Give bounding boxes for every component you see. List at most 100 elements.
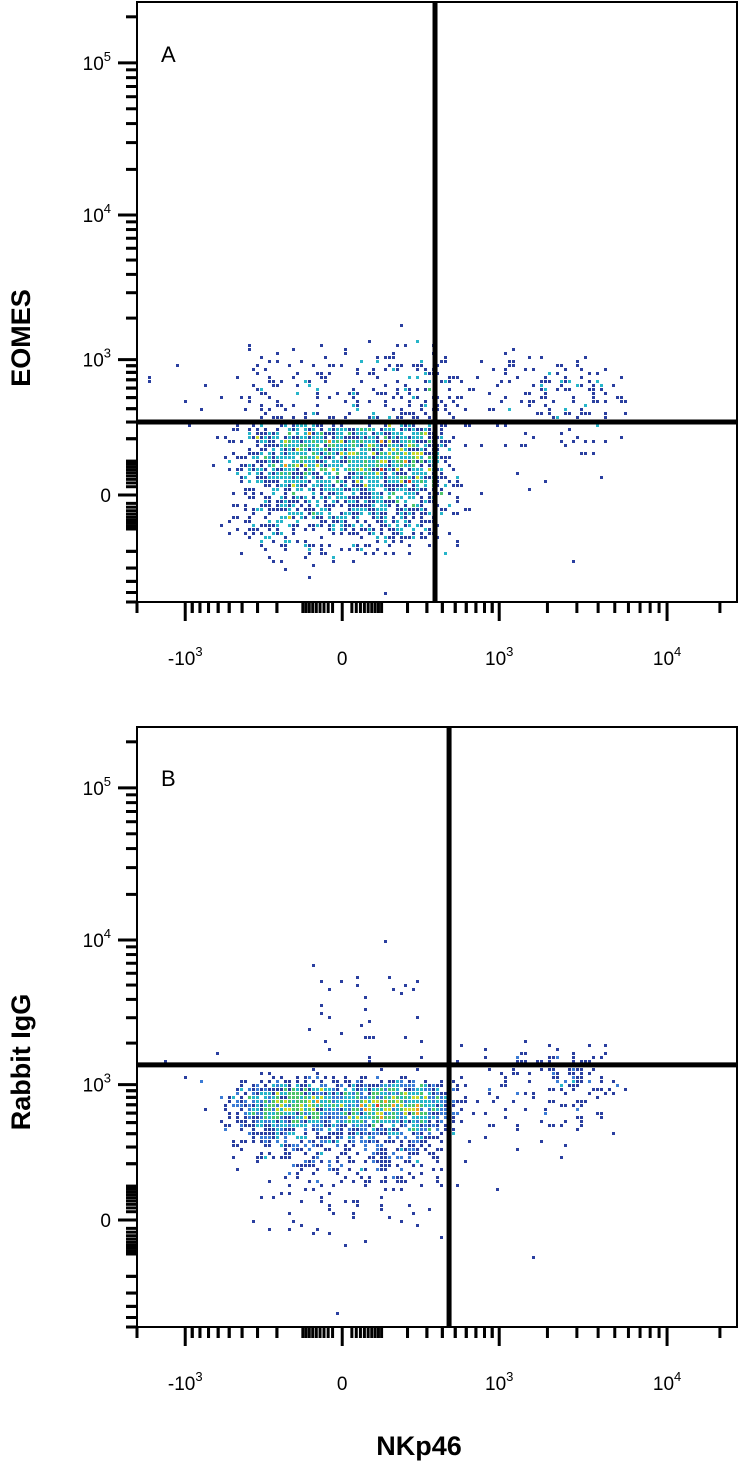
scatter-point [336,500,339,503]
scatter-point [336,1092,339,1095]
scatter-point [396,496,399,499]
scatter-point [304,424,307,427]
scatter-point [328,1108,331,1111]
scatter-point [436,1116,439,1119]
scatter-point [300,1084,303,1087]
scatter-point [420,480,423,483]
scatter-point [340,1164,343,1167]
scatter-point [392,1124,395,1127]
scatter-point [480,492,483,495]
scatter-point [604,1052,607,1055]
scatter-point [440,436,443,439]
scatter-point [368,444,371,447]
scatter-point [368,1176,371,1179]
scatter-point [380,496,383,499]
scatter-point [308,472,311,475]
scatter-point [304,544,307,547]
scatter-point [328,452,331,455]
scatter-point [384,1112,387,1115]
scatter-point [380,1144,383,1147]
scatter-point [600,1056,603,1059]
scatter-point [552,1056,555,1059]
scatter-point [328,1208,331,1211]
scatter-point [592,400,595,403]
scatter-point [396,464,399,467]
scatter-point [388,476,391,479]
scatter-point [408,1204,411,1207]
scatter-point [368,492,371,495]
scatter-point [408,400,411,403]
scatter-point [396,436,399,439]
scatter-point [296,480,299,483]
scatter-point [352,500,355,503]
scatter-point [356,976,359,979]
scatter-point [236,472,239,475]
scatter-point [396,508,399,511]
scatter-point [260,468,263,471]
scatter-point [396,1104,399,1107]
scatter-point [556,1076,559,1079]
scatter-point [352,1128,355,1131]
scatter-point [388,1104,391,1107]
scatter-point [312,464,315,467]
scatter-point [340,1104,343,1107]
x-tick-label: 103 [485,1369,513,1395]
scatter-point [508,380,511,383]
scatter-point [344,488,347,491]
scatter-point [356,472,359,475]
scatter-point [276,468,279,471]
scatter-point [256,372,259,375]
scatter-point [416,476,419,479]
scatter-point [296,1088,299,1091]
scatter-point [376,1088,379,1091]
scatter-point [392,452,395,455]
scatter-point [324,356,327,359]
scatter-point [308,464,311,467]
scatter-point [416,1100,419,1103]
scatter-point [272,380,275,383]
scatter-point [520,400,523,403]
scatter-point [408,544,411,547]
scatter-point [308,548,311,551]
scatter-point [616,396,619,399]
scatter-point [332,448,335,451]
scatter-point [336,1120,339,1123]
scatter-point [344,524,347,527]
scatter-point [388,460,391,463]
scatter-point [268,464,271,467]
scatter-point [344,1080,347,1083]
scatter-point [252,496,255,499]
scatter-point [384,1096,387,1099]
scatter-point [232,428,235,431]
scatter-point [456,496,459,499]
scatter-point [328,364,331,367]
scatter-point [360,444,363,447]
scatter-point [404,452,407,455]
scatter-point [576,1080,579,1083]
scatter-point [332,1092,335,1095]
scatter-point [544,1108,547,1111]
scatter-point [296,500,299,503]
scatter-point [264,444,267,447]
scatter-point [320,1108,323,1111]
scatter-point [248,448,251,451]
scatter-point [360,432,363,435]
scatter-point [288,1104,291,1107]
scatter-point [392,1132,395,1135]
scatter-point [444,1112,447,1115]
scatter-point [488,1124,491,1127]
scatter-point [412,488,415,491]
scatter-point [388,452,391,455]
scatter-point [408,1120,411,1123]
scatter-point [560,1124,563,1127]
scatter-point [396,500,399,503]
scatter-point [540,1120,543,1123]
scatter-point [360,548,363,551]
scatter-point [284,568,287,571]
scatter-point [264,1084,267,1087]
scatter-point [456,1100,459,1103]
scatter-point [516,472,519,475]
scatter-point [288,488,291,491]
scatter-point [372,1084,375,1087]
scatter-point [340,1032,343,1035]
